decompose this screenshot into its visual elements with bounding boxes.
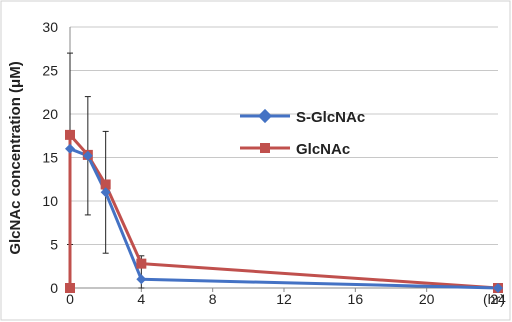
series-layer [65,52,503,293]
data-point-s-glcnac [82,150,93,161]
x-tick-label: 12 [276,291,292,307]
data-point-glcnac [136,258,147,269]
x-tick-label: 16 [348,291,364,307]
y-tick-label: 0 [50,280,58,296]
y-tick-label: 30 [42,19,58,35]
legend-label-s-glcnac: S-GlcNAc [296,109,365,126]
data-point-s-glcnac [493,283,503,293]
x-tick-label: 20 [419,291,435,307]
x-tick-labels: 0 4 8 12 16 20 24 [66,288,506,307]
legend-item-glcnac: GlcNAc [240,141,350,158]
legend-marker-glcnac [260,143,270,153]
x-tick-label: 24 [490,291,506,307]
legend-marker-s-glcnac [257,108,273,124]
data-point-glcnac [65,129,75,140]
y-tick-label: 20 [42,106,58,122]
y-axis-label: GlcNAc concentration (μM) [7,61,24,254]
x-tick-label: 8 [209,291,217,307]
y-tick-label: 5 [50,237,58,253]
legend-item-s-glcnac: S-GlcNAc [240,108,365,126]
x-tick-label: 0 [66,291,74,307]
y-tick-label: 25 [42,63,58,79]
legend: S-GlcNAc GlcNAc [240,108,365,158]
y-tick-labels: 0 5 10 15 20 25 30 [42,19,58,296]
y-tick-label: 15 [42,150,58,166]
series-line-glcnac [68,133,499,290]
data-point-s-glcnac [65,143,75,154]
data-point-glcnac [65,283,75,293]
data-point-s-glcnac [136,274,147,285]
y-tick-label: 10 [42,193,58,209]
x-axis-unit-label: (hr) [483,291,505,307]
data-point-s-glcnac [100,187,111,198]
data-point-glcnac [100,179,111,190]
legend-label-glcnac: GlcNAc [296,141,350,158]
x-tick-label: 4 [137,291,145,307]
